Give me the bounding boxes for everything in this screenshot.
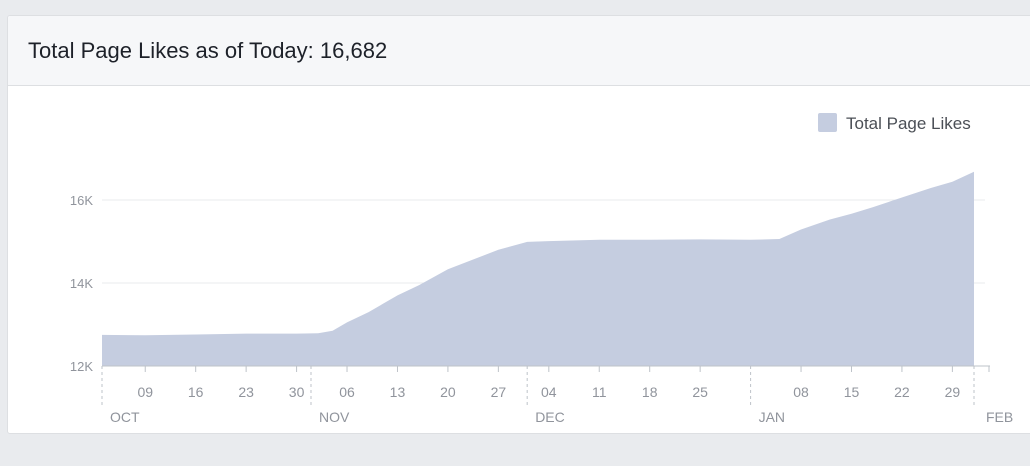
x-tick-label: 23 <box>238 384 254 400</box>
y-tick-label: 14K <box>70 276 93 291</box>
x-tick-label: 13 <box>390 384 406 400</box>
x-tick-label: 29 <box>945 384 961 400</box>
x-tick-label: 18 <box>642 384 658 400</box>
x-tick-label: 22 <box>894 384 910 400</box>
x-tick-label: 27 <box>491 384 507 400</box>
x-tick-label: 20 <box>440 384 456 400</box>
legend-swatch <box>818 113 837 132</box>
x-tick-label: 30 <box>289 384 305 400</box>
x-tick-label: 25 <box>692 384 708 400</box>
month-label: DEC <box>535 409 565 425</box>
month-label: NOV <box>319 409 350 425</box>
x-tick-label: 08 <box>793 384 809 400</box>
month-label: JAN <box>759 409 785 425</box>
legend-label: Total Page Likes <box>846 114 971 133</box>
month-label: FEB <box>986 409 1013 425</box>
card-header: Total Page Likes as of Today: 16,682 <box>8 16 1030 86</box>
month-label: OCT <box>110 409 140 425</box>
x-tick-label: 16 <box>188 384 204 400</box>
x-tick-label: 15 <box>844 384 860 400</box>
next-card-edge <box>0 445 1030 461</box>
page-title: Total Page Likes as of Today: 16,682 <box>28 38 388 63</box>
series-area-total-page-likes <box>102 171 974 366</box>
x-tick-label: 11 <box>592 384 607 400</box>
x-tick-label: 06 <box>339 384 355 400</box>
y-tick-label: 12K <box>70 359 93 374</box>
y-tick-label: 16K <box>70 193 93 208</box>
x-tick-label: 04 <box>541 384 557 400</box>
x-tick-label: 09 <box>137 384 153 400</box>
